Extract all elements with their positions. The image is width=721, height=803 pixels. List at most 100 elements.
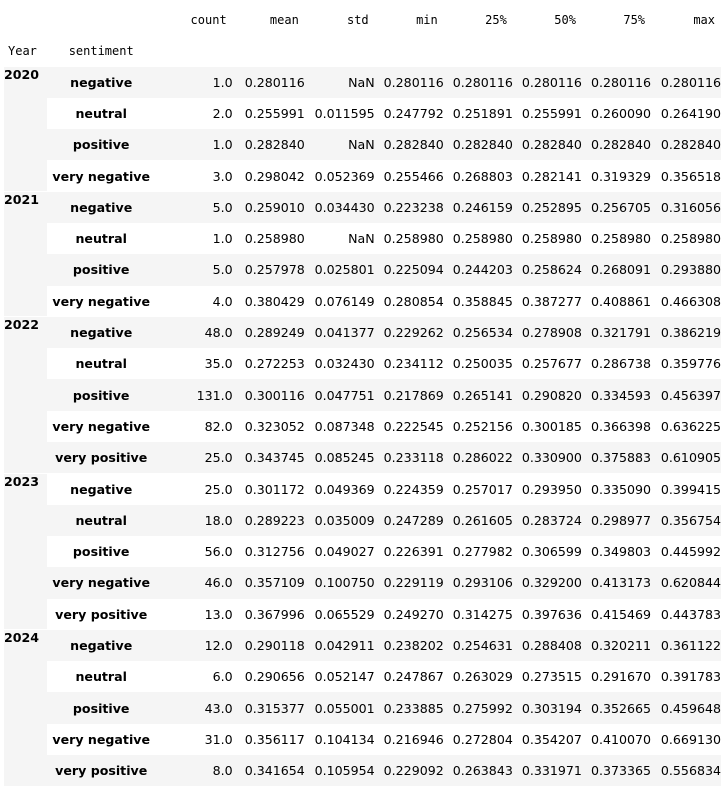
table-row: neutral 35.0 0.272253 0.032430 0.234112 0.250… bbox=[4, 348, 721, 380]
cell-value: 0.306599 bbox=[512, 535, 582, 568]
cell-value: 0.280116 bbox=[232, 66, 305, 98]
cell-value: 0.341654 bbox=[232, 755, 305, 787]
cell-value: 0.620844 bbox=[651, 567, 721, 599]
sentiment-label: negative bbox=[47, 473, 156, 505]
year-label: 2023 bbox=[4, 472, 48, 630]
cell-value: 48.0 bbox=[155, 316, 233, 349]
cell-value: 0.282840 bbox=[443, 129, 513, 161]
cell-value: 13.0 bbox=[155, 598, 233, 630]
cell-value: 0.415469 bbox=[581, 598, 652, 630]
cell-value: 0.258980 bbox=[443, 222, 513, 255]
table-row: 2023 negative 25.0 0.301172 0.049369 0.224359… bbox=[4, 472, 721, 630]
cell-value: 0.076149 bbox=[304, 285, 375, 317]
cell-value: 0.234112 bbox=[374, 348, 444, 380]
cell-value: 12.0 bbox=[155, 629, 233, 662]
sentiment-label: negative bbox=[47, 191, 156, 223]
sentiment-label: very positive bbox=[47, 442, 156, 474]
cell-value: 0.258980 bbox=[651, 222, 721, 255]
cell-value: 0.556834 bbox=[651, 755, 721, 787]
sentiment-label: neutral bbox=[47, 661, 156, 693]
table-row: neutral 1.0 0.258980 NaN 0.258980 0.258980 0.2… bbox=[4, 222, 721, 255]
cell-value: 0.356518 bbox=[651, 160, 721, 192]
cell-value: 0.293106 bbox=[443, 567, 513, 599]
column-header: std bbox=[346, 12, 369, 27]
table-row: very positive 13.0 0.367996 0.065529 0.24927… bbox=[4, 598, 721, 630]
cell-value: 0.255991 bbox=[512, 97, 582, 130]
cell-value: 0.249270 bbox=[374, 598, 444, 630]
cell-value: 0.335090 bbox=[581, 473, 652, 505]
cell-value: 0.256705 bbox=[581, 191, 652, 223]
cell-value: 0.238202 bbox=[374, 629, 444, 662]
cell-value: 0.222545 bbox=[374, 410, 444, 443]
cell-value: 0.264190 bbox=[651, 97, 721, 130]
cell-value: 0.065529 bbox=[304, 598, 375, 630]
table-row: very positive 8.0 0.341654 0.105954 0.229092… bbox=[4, 755, 721, 787]
sentiment-label: very positive bbox=[47, 598, 156, 630]
cell-value: 0.316056 bbox=[651, 191, 721, 223]
cell-value: 0.356117 bbox=[232, 723, 305, 756]
sentiment-label: positive bbox=[47, 254, 156, 286]
cell-value: 0.263029 bbox=[443, 661, 513, 693]
cell-value: 0.100750 bbox=[304, 567, 375, 599]
table-row: 2024 negative 12.0 0.290118 0.042911 0.238202… bbox=[4, 629, 721, 787]
cell-value: 0.278908 bbox=[512, 316, 582, 349]
cell-value: 0.085245 bbox=[304, 442, 375, 474]
cell-value: 5.0 bbox=[155, 191, 233, 223]
cell-value: 8.0 bbox=[155, 755, 233, 787]
cell-value: 0.268803 bbox=[443, 160, 513, 192]
cell-value: 0.298042 bbox=[232, 160, 305, 192]
column-header-row: count mean std min 25% 50% 75% max bbox=[4, 4, 721, 35]
column-header: max bbox=[693, 12, 715, 27]
header-blank bbox=[47, 4, 155, 35]
index-name-sentiment: sentiment bbox=[68, 43, 134, 58]
cell-value: 0.256534 bbox=[443, 316, 513, 349]
cell-value: 0.380429 bbox=[232, 285, 305, 317]
column-header: count bbox=[190, 12, 227, 27]
column-header: 50% bbox=[554, 12, 576, 27]
cell-value: 0.225094 bbox=[374, 254, 444, 286]
cell-value: 0.246159 bbox=[443, 191, 513, 223]
cell-value: 0.052147 bbox=[304, 661, 375, 693]
cell-value: 0.290118 bbox=[232, 629, 305, 662]
cell-value: 0.282840 bbox=[512, 129, 582, 161]
cell-value: 0.282840 bbox=[651, 129, 721, 161]
cell-value: 0.247867 bbox=[374, 661, 444, 693]
cell-value: 0.636225 bbox=[651, 410, 721, 443]
cell-value: 0.456397 bbox=[651, 379, 721, 411]
cell-value: 25.0 bbox=[155, 442, 233, 474]
cell-value: 0.356754 bbox=[651, 504, 721, 536]
cell-value: 0.216946 bbox=[374, 723, 444, 756]
table-row: neutral 18.0 0.289223 0.035009 0.247289 0.261… bbox=[4, 504, 721, 536]
table-body: 2020 negative 1.0 0.280116 NaN 0.280116 0.2801… bbox=[4, 65, 721, 787]
cell-value: 0.301172 bbox=[232, 473, 305, 505]
table-row: very positive 25.0 0.343745 0.085245 0.23311… bbox=[4, 442, 721, 474]
table-row: very negative 4.0 0.380429 0.076149 0.280854… bbox=[4, 285, 721, 317]
cell-value: 0.312756 bbox=[232, 535, 305, 568]
table-row: positive 56.0 0.312756 0.049027 0.226391 0.27… bbox=[4, 535, 721, 568]
cell-value: 0.293880 bbox=[651, 254, 721, 286]
cell-value: NaN bbox=[304, 222, 375, 255]
table-row: neutral 2.0 0.255991 0.011595 0.247792 0.2518… bbox=[4, 97, 721, 130]
cell-value: 0.229262 bbox=[374, 316, 444, 349]
cell-value: 0.289249 bbox=[232, 316, 305, 349]
cell-value: 0.291670 bbox=[581, 661, 652, 693]
cell-value: 0.354207 bbox=[512, 723, 582, 756]
cell-value: 0.315377 bbox=[232, 692, 305, 724]
cell-value: 0.289223 bbox=[232, 504, 305, 536]
cell-value: 0.321791 bbox=[581, 316, 652, 349]
sentiment-label: very negative bbox=[47, 160, 156, 192]
sentiment-label: very negative bbox=[47, 285, 156, 317]
cell-value: 0.259010 bbox=[232, 191, 305, 223]
cell-value: 0.300185 bbox=[512, 410, 582, 443]
cell-value: 0.247792 bbox=[374, 97, 444, 130]
sentiment-label: positive bbox=[47, 379, 156, 411]
cell-value: 0.275992 bbox=[443, 692, 513, 724]
cell-value: 0.229092 bbox=[374, 755, 444, 787]
cell-value: 0.459648 bbox=[651, 692, 721, 724]
cell-value: 0.293950 bbox=[512, 473, 582, 505]
cell-value: 0.255991 bbox=[232, 97, 305, 130]
table-row: neutral 6.0 0.290656 0.052147 0.247867 0.2630… bbox=[4, 661, 721, 693]
cell-value: 0.258980 bbox=[374, 222, 444, 255]
cell-value: 31.0 bbox=[155, 723, 233, 756]
cell-value: 0.011595 bbox=[304, 97, 375, 130]
